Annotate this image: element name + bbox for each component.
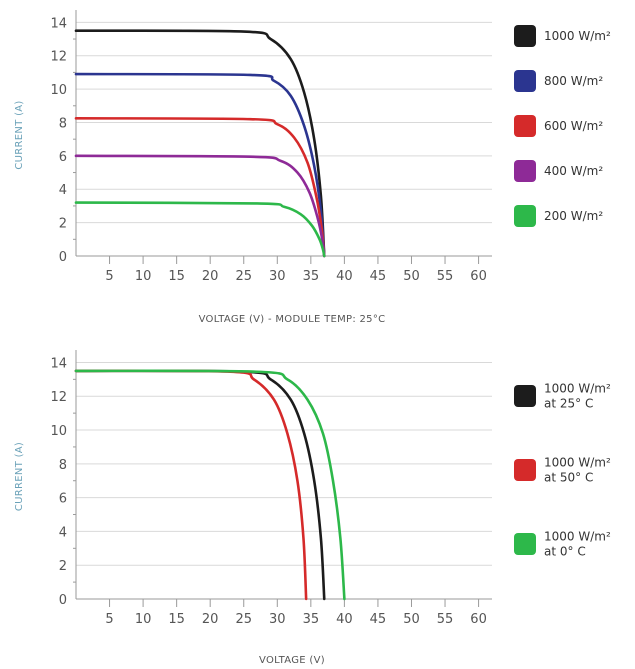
chart-temperature-svg: 0 2 4 6 8 10 12 14 5 10 15 20 25 30 35 40 45 50 55 60 VOLTAG…	[14, 350, 611, 666]
chart-temperature: 0 2 4 6 8 10 12 14 5 10 15 20 25 30 35 40 45 50 55 60 VOLTAG…	[0, 340, 635, 669]
x-tick-label: 55	[437, 612, 454, 627]
y-tick-label: 10	[50, 83, 67, 98]
series-line	[74, 154, 326, 258]
legend-swatch	[514, 70, 536, 92]
x-tick-label: 10	[135, 269, 152, 284]
x-tick-label: 20	[202, 612, 219, 627]
x-axis-title: VOLTAGE (V)	[259, 655, 325, 666]
y-tick-label: 14	[50, 16, 67, 31]
legend-swatch	[514, 459, 536, 481]
y-tick-label: 6	[59, 150, 67, 165]
legend-swatch	[514, 115, 536, 137]
legend-swatch	[514, 25, 536, 47]
legend-label: at 50° C	[544, 471, 593, 485]
x-tick-label: 60	[470, 612, 487, 627]
x-tick-label: 15	[168, 269, 185, 284]
legend-swatch	[514, 385, 536, 407]
y-tick-label: 8	[59, 458, 67, 473]
series-line	[74, 117, 326, 258]
y-axis-title: CURRENT (A)	[14, 100, 25, 169]
x-tick-label: 45	[370, 612, 387, 627]
y-tick-label: 8	[59, 116, 67, 131]
legend-label: 1000 W/m²	[544, 29, 611, 43]
legend-label: 400 W/m²	[544, 164, 603, 178]
y-tick-label: 4	[59, 525, 67, 540]
y-tick-label: 12	[50, 50, 67, 65]
y-tick-label: 0	[59, 250, 67, 265]
legend-label: at 25° C	[544, 397, 593, 411]
legend-label: 1000 W/m²	[544, 530, 611, 544]
series-line	[74, 369, 346, 601]
x-tick-label: 40	[336, 269, 353, 284]
x-axis-title: VOLTAGE (V) - MODULE TEMP: 25°C	[199, 314, 386, 325]
series-line	[74, 72, 326, 258]
x-tick-label: 35	[303, 612, 320, 627]
x-tick-label: 15	[168, 612, 185, 627]
x-tick-label: 50	[403, 612, 420, 627]
x-tick-label: 30	[269, 612, 286, 627]
x-tick-label: 25	[235, 612, 252, 627]
legend-label: at 0° C	[544, 545, 586, 559]
legend-label: 1000 W/m²	[544, 456, 611, 470]
legend-swatch	[514, 533, 536, 555]
y-tick-label: 4	[59, 183, 67, 198]
x-tick-label: 5	[105, 612, 113, 627]
y-tick-label: 14	[50, 356, 67, 371]
x-tick-label: 45	[370, 269, 387, 284]
y-tick-label: 2	[59, 559, 67, 574]
x-tick-label: 60	[470, 269, 487, 284]
y-tick-label: 6	[59, 492, 67, 507]
y-axis-title: CURRENT (A)	[14, 442, 25, 511]
x-tick-label: 50	[403, 269, 420, 284]
legend-label: 600 W/m²	[544, 119, 603, 133]
y-tick-label: 0	[59, 593, 67, 608]
x-tick-label: 55	[437, 269, 454, 284]
x-tick-label: 10	[135, 612, 152, 627]
y-tick-label: 2	[59, 217, 67, 232]
chart-irradiance-svg: 0 2 4 6 8 10 12 14 5 10 15 20 25 30 35 40 45 50 55 60 VOLTAG…	[14, 10, 611, 325]
y-tick-label: 12	[50, 390, 67, 405]
series-line	[74, 201, 326, 258]
x-tick-label: 20	[202, 269, 219, 284]
x-tick-label: 35	[303, 269, 320, 284]
chart-irradiance: 0 2 4 6 8 10 12 14 5 10 15 20 25 30 35 40 45 50 55 60 VOLTAG…	[14, 10, 611, 325]
x-tick-label: 25	[235, 269, 252, 284]
x-tick-label: 40	[336, 612, 353, 627]
legend-label: 200 W/m²	[544, 209, 603, 223]
legend-swatch	[514, 205, 536, 227]
x-tick-label: 30	[269, 269, 286, 284]
legend-swatch	[514, 160, 536, 182]
x-tick-label: 5	[105, 269, 113, 284]
legend-label: 800 W/m²	[544, 74, 603, 88]
legend-label: 1000 W/m²	[544, 382, 611, 396]
series-line	[74, 29, 326, 258]
y-tick-label: 10	[50, 424, 67, 439]
